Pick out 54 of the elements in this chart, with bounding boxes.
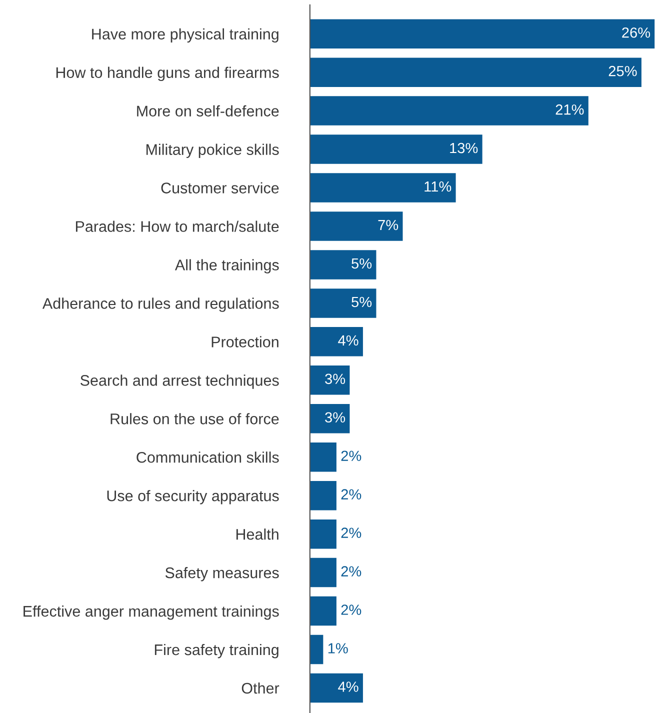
data-label: 1% [328, 643, 348, 654]
y-tick-label: Safety measures [165, 567, 279, 582]
y-tick-label: Parades: How to march/salute [76, 220, 279, 232]
y-tick-label: All the trainings [174, 259, 279, 274]
bar [310, 558, 336, 588]
y-tick-label: How to handle guns and firearms [56, 66, 279, 82]
y-tick-label: Have more physical training [92, 28, 278, 43]
bar [310, 634, 324, 664]
bar [310, 173, 456, 202]
bar [310, 288, 376, 318]
data-label: 4% [338, 335, 358, 346]
bar [310, 212, 403, 241]
bar [310, 250, 376, 280]
data-label: 2% [341, 604, 362, 615]
data-label: 7% [378, 220, 398, 230]
data-label: 2% [341, 450, 362, 461]
data-label: 2% [341, 566, 362, 576]
y-tick-label: Protection [212, 336, 278, 348]
y-tick-label: Rules on the use of force [110, 413, 279, 424]
bar [310, 673, 363, 703]
bar [310, 19, 655, 48]
y-tick-label: Search and arrest techniques [80, 374, 279, 389]
y-tick-label: Adherance to rules and regulations [42, 298, 279, 312]
y-tick-label: Health [236, 528, 278, 540]
bar [310, 327, 363, 356]
data-label: 3% [325, 374, 346, 384]
y-tick-label: Customer service [161, 182, 279, 194]
bar [310, 134, 482, 164]
bar [310, 404, 350, 434]
bar [310, 480, 336, 510]
y-tick-label: Fire safety training [154, 644, 278, 658]
data-label: 2% [341, 489, 362, 500]
data-label: 3% [325, 412, 346, 423]
data-label: 21% [556, 104, 584, 115]
data-label: 2% [341, 528, 362, 538]
y-tick-label: Effective anger management trainings [24, 605, 279, 620]
bar [310, 366, 350, 395]
data-label: 25% [608, 66, 637, 76]
bar [310, 519, 336, 549]
data-label: 5% [352, 296, 372, 308]
bar [310, 596, 336, 626]
bar [310, 96, 588, 126]
y-tick-label: Communication skills [136, 452, 279, 463]
data-label: 11% [424, 181, 452, 192]
y-tick-label: Use of security apparatus [107, 490, 279, 504]
data-label: 13% [450, 142, 478, 154]
y-tick-label: Military pokice skills [146, 144, 279, 158]
data-label: 5% [352, 258, 372, 269]
y-tick-label: Other [242, 682, 280, 694]
data-label: 26% [622, 27, 650, 38]
data-label: 4% [338, 682, 358, 692]
bar [310, 58, 642, 87]
bar [310, 442, 336, 472]
y-tick-label: More on self-defence [137, 105, 279, 116]
